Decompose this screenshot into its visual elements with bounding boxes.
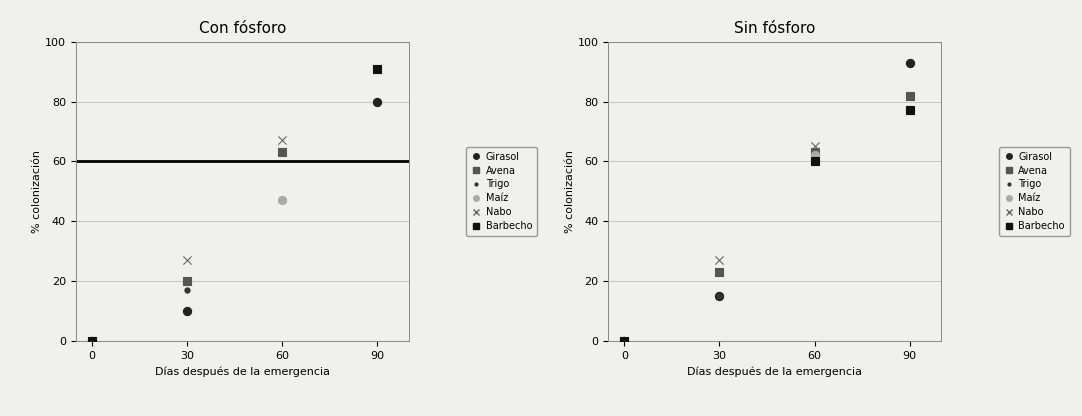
Point	[273, 197, 290, 204]
Y-axis label: % colonización: % colonización	[32, 150, 42, 233]
Point	[901, 59, 919, 66]
Point	[711, 257, 728, 264]
Point	[83, 338, 101, 344]
Point	[806, 152, 823, 159]
X-axis label: Días después de la emergencia: Días después de la emergencia	[687, 366, 862, 377]
Y-axis label: % colonización: % colonización	[565, 150, 575, 233]
Title: Con fósforo: Con fósforo	[198, 21, 286, 36]
Point	[711, 293, 728, 300]
Point	[901, 92, 919, 99]
Point	[179, 287, 196, 294]
Point	[711, 269, 728, 275]
Point	[273, 137, 290, 144]
Legend: Girasol, Avena, Trigo, Maíz, Nabo, Barbecho: Girasol, Avena, Trigo, Maíz, Nabo, Barbe…	[999, 147, 1070, 236]
Point	[806, 158, 823, 165]
Point	[901, 107, 919, 114]
Point	[616, 338, 633, 344]
Point	[806, 143, 823, 150]
Point	[368, 65, 385, 72]
X-axis label: Días después de la emergencia: Días después de la emergencia	[155, 366, 330, 377]
Legend: Girasol, Avena, Trigo, Maíz, Nabo, Barbecho: Girasol, Avena, Trigo, Maíz, Nabo, Barbe…	[466, 147, 537, 236]
Point	[711, 293, 728, 300]
Point	[179, 308, 196, 314]
Point	[616, 338, 633, 344]
Point	[273, 149, 290, 156]
Point	[368, 98, 385, 105]
Point	[806, 149, 823, 156]
Title: Sin fósforo: Sin fósforo	[735, 21, 816, 36]
Point	[901, 107, 919, 114]
Point	[83, 338, 101, 344]
Point	[179, 278, 196, 285]
Point	[179, 257, 196, 264]
